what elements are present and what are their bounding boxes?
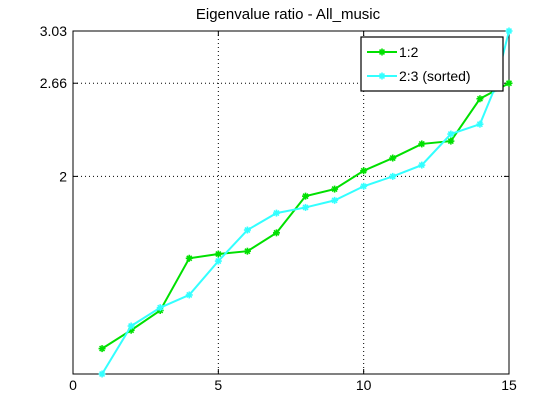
data-point — [98, 370, 106, 378]
legend-box — [360, 36, 504, 92]
data-point — [302, 192, 310, 200]
x-tick-label: 0 — [69, 377, 77, 393]
x-tick-label: 15 — [501, 377, 517, 393]
legend-entry: 2:3 (sorted) — [367, 68, 471, 84]
data-point — [331, 196, 339, 204]
data-point — [243, 247, 251, 255]
data-point — [127, 322, 135, 330]
grid — [73, 31, 509, 374]
data-point — [447, 130, 455, 138]
data-point — [418, 161, 426, 169]
legend-label: 2:3 (sorted) — [399, 68, 471, 84]
data-point — [214, 250, 222, 258]
series — [98, 27, 513, 378]
series-line — [101, 82, 510, 350]
x-tick-label: 5 — [214, 377, 222, 393]
data-point — [331, 185, 339, 193]
legend-label: 1:2 — [399, 44, 419, 60]
data-point — [389, 154, 397, 162]
data-point — [378, 48, 386, 56]
chart-title: Eigenvalue ratio - All_music — [196, 6, 381, 23]
data-point — [389, 172, 397, 180]
plot-area — [72, 30, 510, 375]
y-tick-label: 3.03 — [40, 23, 67, 39]
data-point — [156, 304, 164, 312]
series-line — [101, 30, 510, 375]
data-point — [360, 182, 368, 190]
data-point — [185, 291, 193, 299]
data-point — [98, 345, 106, 353]
data-point — [378, 72, 386, 80]
data-point — [185, 254, 193, 262]
data-point — [302, 203, 310, 211]
data-point — [214, 257, 222, 265]
y-tick-label: 2 — [59, 168, 67, 184]
data-point — [272, 209, 280, 217]
data-point — [476, 95, 484, 103]
data-point — [243, 226, 251, 234]
legend: 1:2 2:3 (sorted) — [360, 36, 504, 92]
data-point — [418, 140, 426, 148]
data-point — [447, 137, 455, 145]
axis-ticks: 0 5 10 15 2 2.66 3.03 — [40, 23, 517, 393]
data-point — [360, 167, 368, 175]
series-1 — [98, 79, 513, 353]
y-tick-label: 2.66 — [40, 75, 67, 91]
x-tick-label: 10 — [356, 377, 372, 393]
legend-entry: 1:2 — [367, 44, 419, 60]
data-point — [476, 120, 484, 128]
data-point — [505, 79, 513, 87]
data-point — [505, 27, 513, 35]
data-point — [272, 229, 280, 237]
